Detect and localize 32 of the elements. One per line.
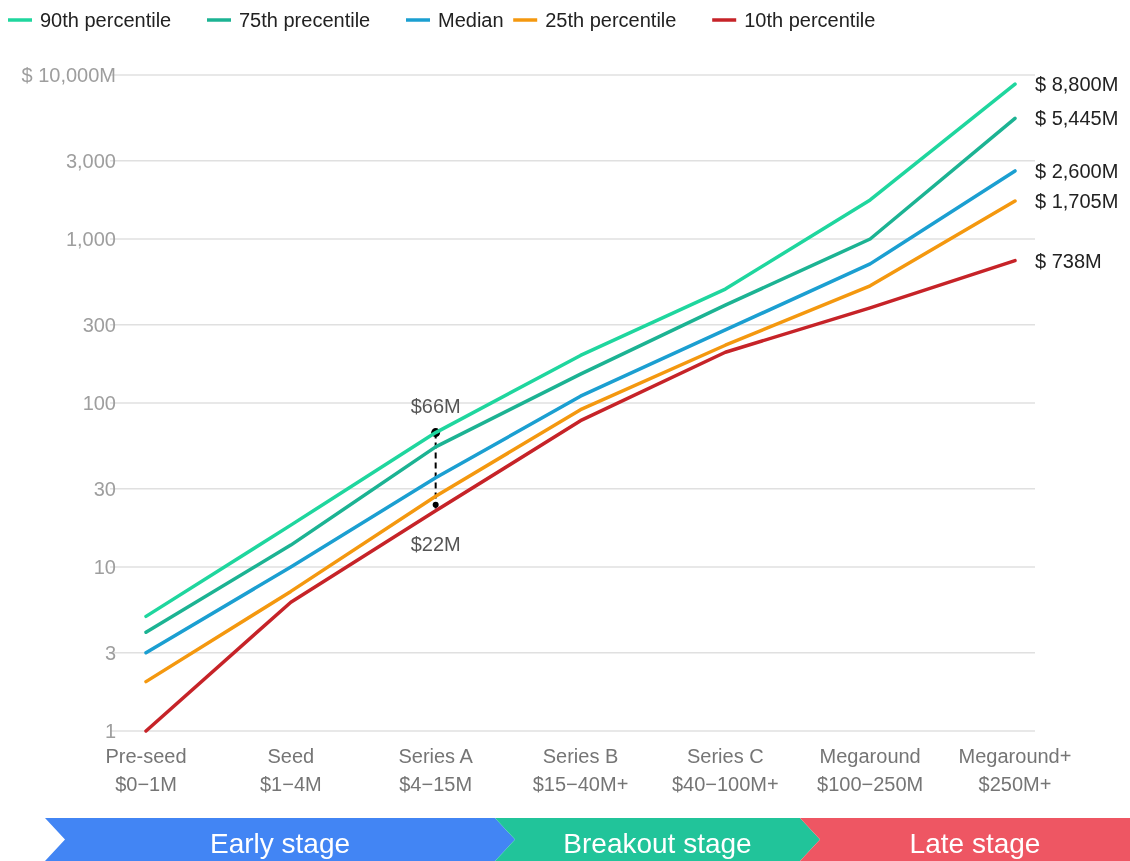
text: Late stage	[909, 828, 1041, 859]
y-tick-label: $ 10,000M	[21, 64, 116, 86]
x-tick-label: Megaround $100−250M	[817, 745, 924, 795]
data-label: $ 8,800M	[1035, 73, 1119, 96]
x-tick-label: Seed $1−4M	[259, 745, 322, 795]
x-tick-label: Megaround+ $250M+	[958, 745, 1072, 795]
text: Early stage	[209, 828, 351, 859]
line-series	[144, 258, 1017, 733]
legend-label: 25th percentile	[545, 9, 677, 31]
y-tick-label: 1,000	[65, 228, 116, 250]
y-tick-label: 300	[82, 313, 116, 336]
x-tick-label: Series C $40−100M+	[671, 745, 779, 795]
annotation: $66M	[410, 394, 461, 417]
data-label: $ 1,705M	[1035, 190, 1119, 212]
y-tick-label: 3,000	[65, 149, 116, 172]
y-tick-label: 3	[104, 641, 116, 664]
legend-label: 75th precentile	[239, 9, 371, 31]
x-tick-label: Pre-seed $0−1M	[105, 745, 187, 795]
y-tick-label: 100	[82, 392, 116, 414]
x-tick-label: Series A $4−15M	[398, 745, 474, 795]
legend-label: Median	[438, 9, 504, 31]
data-label: $ 5,445M	[1035, 107, 1119, 130]
data-label: $ 738M	[1035, 249, 1102, 272]
y-tick-label: 30	[93, 477, 116, 500]
y-tick-label: 10	[93, 556, 116, 578]
legend-label: 90th percentile	[40, 9, 172, 31]
annotation: $22M	[410, 532, 461, 555]
x-tick-label: Series B $15−40M+	[532, 745, 629, 795]
text: Breakout stage	[563, 828, 752, 859]
legend-label: 10th percentile	[744, 9, 876, 31]
y-tick-label: 1	[104, 720, 116, 742]
data-label: $ 2,600M	[1035, 159, 1119, 182]
